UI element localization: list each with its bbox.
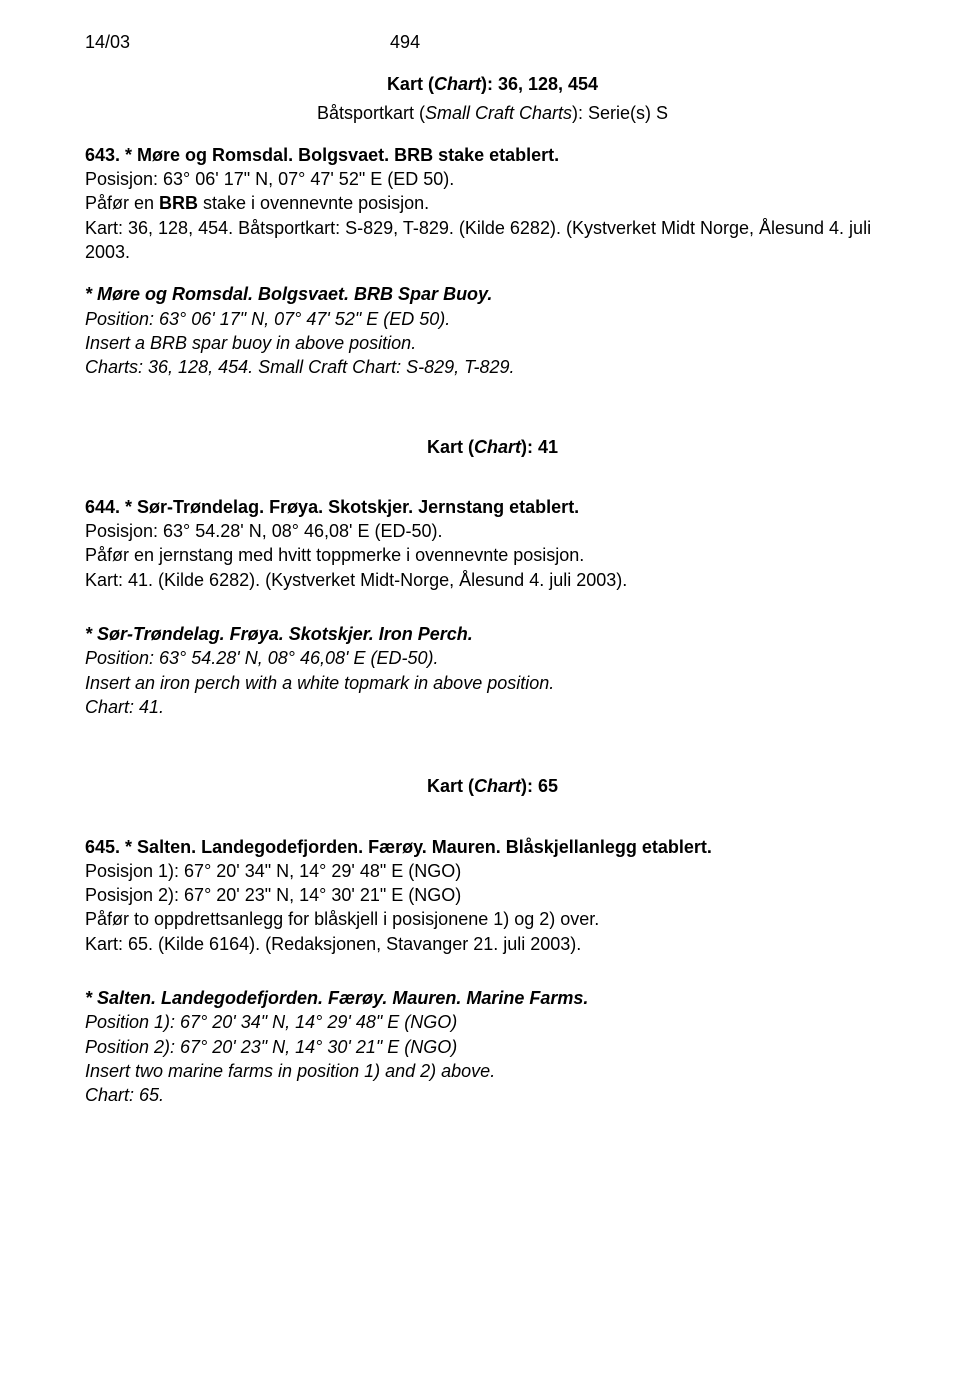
kart-prefix: Kart (: [427, 776, 474, 796]
smallcraft-heading: Båtsportkart (Small Craft Charts): Serie…: [85, 101, 900, 125]
entry-alt-block: Position 1): 67° 20' 34" N, 14° 29' 48" …: [85, 1010, 900, 1107]
entry-line: Posisjon 2): 67° 20' 23" N, 14° 30' 21" …: [85, 883, 900, 907]
kart-prefix: Kart (: [387, 74, 434, 94]
entry-alt-block: Position: 63° 06' 17" N, 07° 47' 52" E (…: [85, 307, 900, 380]
kart-suffix: ): 36, 128, 454: [481, 74, 598, 94]
entry-num: 645.: [85, 837, 125, 857]
entry-title: 645. * Salten. Landegodefjorden. Færøy. …: [85, 835, 900, 859]
entry-num: 644.: [85, 497, 125, 517]
entry-alt-title: * Møre og Romsdal. Bolgsvaet. BRB Spar B…: [85, 282, 900, 306]
entry-line: Posisjon 1): 67° 20' 34" N, 14° 29' 48" …: [85, 859, 900, 883]
kart-label: Chart: [474, 437, 521, 457]
text-part: Påfør en: [85, 193, 159, 213]
entry-num: 643.: [85, 145, 125, 165]
entry-line: Insert two marine farms in position 1) a…: [85, 1059, 900, 1083]
entry-line: Kart: 65. (Kilde 6164). (Redaksjonen, St…: [85, 932, 900, 956]
text-bold: BRB: [159, 193, 198, 213]
entry-line: Posisjon: 63° 06' 17" N, 07° 47' 52" E (…: [85, 167, 900, 191]
page-header: 14/03 494: [85, 30, 900, 54]
sub-suffix: ): Serie(s) S: [572, 103, 668, 123]
entry-line: Insert a BRB spar buoy in above position…: [85, 331, 900, 355]
sub-label: Small Craft Charts: [425, 103, 572, 123]
header-right: 494: [390, 30, 420, 54]
entry-title-text: * Sør-Trøndelag. Frøya. Skotskjer. Jerns…: [125, 497, 579, 517]
entry-line: Chart: 41.: [85, 695, 900, 719]
entry-title: 643. * Møre og Romsdal. Bolgsvaet. BRB s…: [85, 143, 900, 167]
entry-alt-title: * Sør-Trøndelag. Frøya. Skotskjer. Iron …: [85, 622, 900, 646]
entry-line: Påfør en BRB stake i ovennevnte posisjon…: [85, 191, 900, 215]
kart-label: Chart: [434, 74, 481, 94]
entry-line: Insert an iron perch with a white topmar…: [85, 671, 900, 695]
entry-line: Position: 63° 54.28' N, 08° 46,08' E (ED…: [85, 646, 900, 670]
chart-heading-3: Kart (Chart): 65: [85, 774, 900, 798]
kart-suffix: ): 65: [521, 776, 558, 796]
entry-line: Påfør en jernstang med hvitt toppmerke i…: [85, 543, 900, 567]
chart-heading-1: Kart (Chart): 36, 128, 454: [85, 72, 900, 96]
entry-line: Charts: 36, 128, 454. Small Craft Chart:…: [85, 355, 900, 379]
kart-label: Chart: [474, 776, 521, 796]
entry-line: Posisjon: 63° 54.28' N, 08° 46,08' E (ED…: [85, 519, 900, 543]
sub-prefix: Båtsportkart (: [317, 103, 425, 123]
entry-line: Position 1): 67° 20' 34" N, 14° 29' 48" …: [85, 1010, 900, 1034]
entry-643: 643. * Møre og Romsdal. Bolgsvaet. BRB s…: [85, 143, 900, 380]
entry-line: Position: 63° 06' 17" N, 07° 47' 52" E (…: [85, 307, 900, 331]
entry-line: Kart: 41. (Kilde 6282). (Kystverket Midt…: [85, 568, 900, 592]
kart-prefix: Kart (: [427, 437, 474, 457]
entry-line: Kart: 36, 128, 454. Båtsportkart: S-829,…: [85, 216, 900, 265]
chart-heading-2: Kart (Chart): 41: [85, 435, 900, 459]
header-left: 14/03: [85, 30, 130, 54]
entry-alt-block: Position: 63° 54.28' N, 08° 46,08' E (ED…: [85, 646, 900, 719]
entry-line: Chart: 65.: [85, 1083, 900, 1107]
entry-line: Position 2): 67° 20' 23" N, 14° 30' 21" …: [85, 1035, 900, 1059]
entry-title: 644. * Sør-Trøndelag. Frøya. Skotskjer. …: [85, 495, 900, 519]
entry-line: Påfør to oppdrettsanlegg for blåskjell i…: [85, 907, 900, 931]
entry-title-text: * Møre og Romsdal. Bolgsvaet. BRB stake …: [125, 145, 559, 165]
entry-644: 644. * Sør-Trøndelag. Frøya. Skotskjer. …: [85, 495, 900, 719]
entry-alt-title: * Salten. Landegodefjorden. Færøy. Maure…: [85, 986, 900, 1010]
kart-suffix: ): 41: [521, 437, 558, 457]
text-part: stake i ovennevnte posisjon.: [198, 193, 429, 213]
entry-title-text: * Salten. Landegodefjorden. Færøy. Maure…: [125, 837, 712, 857]
entry-645: 645. * Salten. Landegodefjorden. Færøy. …: [85, 835, 900, 1108]
